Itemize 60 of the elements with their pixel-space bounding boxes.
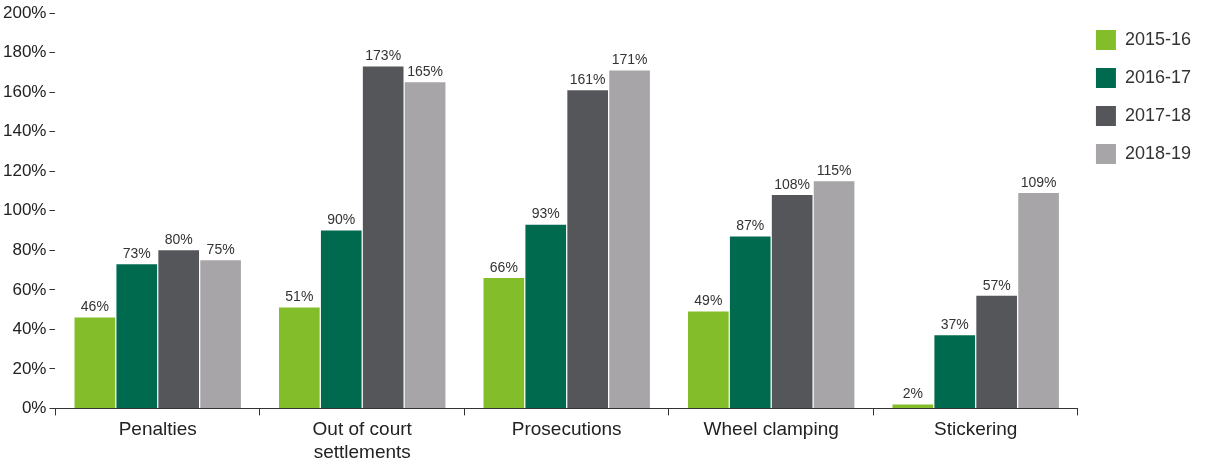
- bar: [976, 295, 1017, 408]
- data-label: 165%: [407, 63, 444, 80]
- y-tick-label: 140%: [3, 121, 47, 141]
- data-label: 90%: [327, 211, 356, 228]
- data-label: 171%: [611, 51, 648, 68]
- bar: [771, 194, 813, 408]
- x-tick-label: Prosecutions: [511, 418, 622, 440]
- bar: [813, 181, 855, 408]
- data-label: 87%: [736, 217, 765, 234]
- legend-label: 2018-19: [1124, 142, 1191, 163]
- legend-label: 2017-18: [1124, 104, 1191, 125]
- data-label: 173%: [365, 47, 402, 64]
- bar: [687, 311, 729, 408]
- legend-label: 2015-16: [1124, 28, 1191, 49]
- bar: [404, 82, 446, 408]
- y-tick-label: 60%: [12, 279, 47, 299]
- x-tick-label: Penalties: [118, 418, 197, 440]
- x-tick-label: Stickering: [933, 418, 1018, 440]
- data-label: 75%: [206, 241, 235, 258]
- data-label: 80%: [164, 231, 193, 248]
- bar: [116, 264, 158, 408]
- bar: [729, 236, 771, 408]
- bar: [525, 224, 567, 408]
- bar: [362, 66, 404, 408]
- data-label: 2%: [902, 385, 923, 402]
- data-label: 109%: [1020, 173, 1057, 190]
- y-tick-label: 0%: [21, 398, 47, 418]
- data-label: 115%: [816, 162, 852, 179]
- bar: [567, 90, 608, 408]
- y-tick-label: 100%: [3, 200, 47, 220]
- data-label: 51%: [285, 288, 314, 305]
- data-label: 93%: [531, 205, 560, 222]
- bar: [483, 277, 525, 408]
- y-tick-label: 120%: [3, 160, 47, 180]
- x-tick-label: Wheel clamping: [703, 418, 839, 440]
- data-label: 73%: [122, 245, 151, 262]
- bar: [158, 250, 200, 408]
- data-label: 57%: [982, 276, 1011, 293]
- bar: [934, 335, 976, 408]
- y-tick-label: 200%: [3, 2, 47, 22]
- data-label: 37%: [940, 316, 969, 333]
- data-label: 161%: [569, 71, 606, 88]
- y-tick-label: 40%: [12, 319, 47, 339]
- y-tick-label: 180%: [3, 42, 47, 62]
- bar: [609, 70, 650, 408]
- y-tick-label: 20%: [12, 358, 47, 378]
- bar: [74, 317, 116, 408]
- bar: [1018, 193, 1059, 408]
- bar: [320, 230, 362, 408]
- data-label: 46%: [80, 298, 109, 315]
- bar: [892, 404, 934, 408]
- x-tick-label: Out of court settlements: [312, 418, 413, 462]
- bar: [279, 307, 320, 408]
- y-tick-label: 160%: [3, 81, 47, 101]
- legend-label: 2016-17: [1124, 66, 1191, 87]
- bar: [200, 260, 241, 408]
- y-tick-label: 80%: [12, 240, 47, 260]
- data-label: 108%: [774, 175, 811, 192]
- data-label: 49%: [694, 292, 723, 309]
- data-label: 66%: [489, 258, 518, 275]
